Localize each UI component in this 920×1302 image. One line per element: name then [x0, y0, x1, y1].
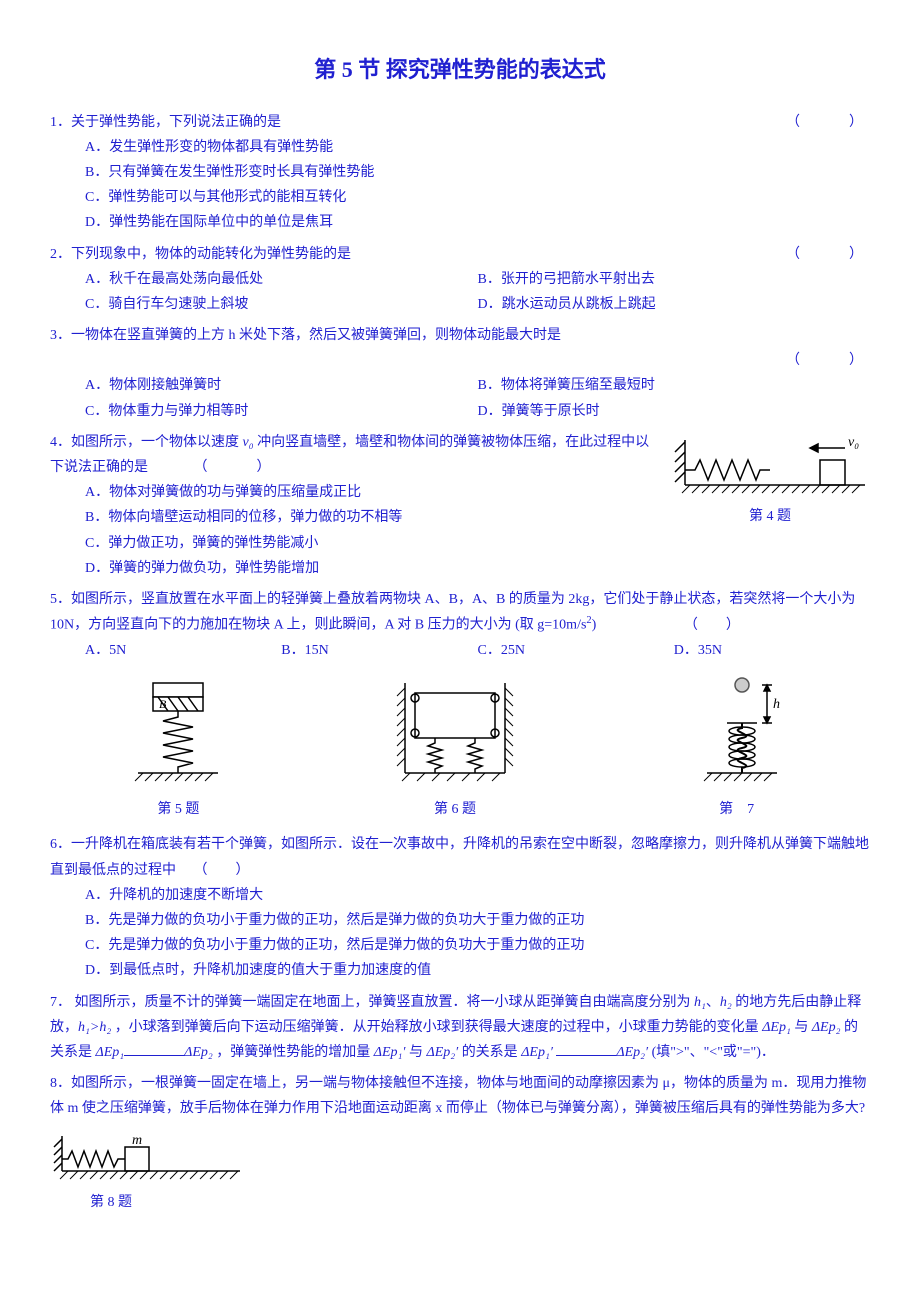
fig8-m-label: m — [132, 1133, 142, 1148]
q7-td: ，小球落到弹簧后向下运动压缩弹簧．从开始释放小球到获得最大速度的过程中，小球重力… — [111, 1020, 762, 1035]
q4-choice-d: D．弹簧的弹力做负功，弹性势能增加 — [85, 556, 870, 581]
q7-dep2p-r: ΔEp₂′ — [616, 1045, 648, 1060]
q7-dep1p: ΔEp₁′ — [374, 1045, 406, 1060]
q2-paren: （ ） — [786, 242, 870, 267]
q4-choice-c: C．弹力做正功，弹簧的弹性势能减小 — [85, 531, 870, 556]
q4-v0: v₀ — [243, 435, 254, 450]
q1-choice-d: D．弹性势能在国际单位中的单位是焦耳 — [85, 210, 870, 235]
q7-blank-1 — [124, 1041, 184, 1056]
q8-text: 8．如图所示，一根弹簧一固定在墙上，另一端与物体接触但不连接，物体与地面间的动摩… — [50, 1076, 866, 1116]
q5-choice-b: B．15N — [281, 638, 477, 663]
q7-tg: ，弹簧弹性势能的增加量 — [213, 1045, 374, 1060]
question-8: 8．如图所示，一根弹簧一固定在墙上，另一端与物体接触但不连接，物体与地面间的动摩… — [50, 1071, 870, 1121]
q6-stem: 6．一升降机在箱底装有若干个弹簧，如图所示．设在一次事故中，升降机的吊索在空中断… — [50, 837, 869, 877]
q6-paren: （ ） — [194, 863, 250, 878]
figure-8: m 第 8 题 — [50, 1131, 870, 1215]
q3-choice-c: C．物体重力与弹力相等时 — [85, 399, 478, 424]
figure-7: h 第 7 — [677, 673, 797, 822]
fig7-h-label: h — [773, 697, 780, 712]
q6-choice-a: A．升降机的加速度不断增大 — [85, 883, 870, 908]
q3-choice-d: D．弹簧等于原长时 — [478, 399, 871, 424]
q7-blank-2 — [556, 1041, 616, 1056]
q6-choice-c: C．先是弹力做的负功小于重力做的正功，然后是弹力做的负功大于重力做的正功 — [85, 933, 870, 958]
q7-h1: h₁ — [694, 995, 706, 1010]
q7-ti: 的关系是 — [458, 1045, 521, 1060]
q3-choice-a: A．物体刚接触弹簧时 — [85, 373, 478, 398]
figure-5: B 第 5 题 — [123, 673, 233, 822]
q7-ta: 7． 如图所示，质量不计的弹簧一端固定在地面上，弹簧竖直放置．将一小球从距弹簧自… — [50, 995, 694, 1010]
figure-8-svg: m — [50, 1131, 250, 1186]
q5-paren: （ ） — [684, 618, 740, 633]
q2-choice-d: D．跳水运动员从跳板上跳起 — [478, 292, 871, 317]
q7-cond: h₁>h₂ — [78, 1020, 111, 1035]
figure-4: v₀ 第 4 题 — [670, 430, 870, 529]
q5-choice-a: A．5N — [85, 638, 281, 663]
q7-h2: h₂ — [720, 995, 732, 1010]
page-title: 第 5 节 探究弹性势能的表达式 — [50, 50, 870, 90]
q7-dep2-r: ΔEp₂ — [184, 1045, 213, 1060]
figure-7-caption: 第 7 — [677, 797, 797, 822]
question-1: 1．关于弹性势能，下列说法正确的是 （ ） A．发生弹性形变的物体都具有弹性势能… — [50, 110, 870, 236]
figure-7-svg: h — [677, 673, 797, 793]
q5-choice-c: C．25N — [478, 638, 674, 663]
q7-dep2p: ΔEp₂′ — [426, 1045, 458, 1060]
question-5: 5．如图所示，竖直放置在水平面上的轻弹簧上叠放着两物块 A、B，A、B 的质量为… — [50, 587, 870, 663]
q2-stem: 2．下列现象中，物体的动能转化为弹性势能的是 — [50, 247, 351, 262]
figure-6: 第 6 题 — [380, 673, 530, 822]
q1-stem: 1．关于弹性势能，下列说法正确的是 — [50, 115, 281, 130]
q7-dep1p-r: ΔEp₁′ — [521, 1045, 553, 1060]
q2-choice-a: A．秋千在最高处荡向最低处 — [85, 267, 478, 292]
q6-choice-b: B．先是弹力做的负功小于重力做的正功，然后是弹力做的负功大于重力做的正功 — [85, 908, 870, 933]
q7-dep1-r: ΔEp₁ — [96, 1045, 125, 1060]
fig5-b-label: B — [159, 697, 167, 711]
figure-6-caption: 第 6 题 — [380, 797, 530, 822]
figure-4-caption: 第 4 题 — [670, 504, 870, 529]
q3-choice-b: B．物体将弹簧压缩至最短时 — [478, 373, 871, 398]
q2-choice-b: B．张开的弓把箭水平射出去 — [478, 267, 871, 292]
figure-5-caption: 第 5 题 — [123, 797, 233, 822]
q7-th: 与 — [405, 1045, 426, 1060]
figure-8-caption: 第 8 题 — [50, 1190, 870, 1215]
q4-paren: （ ） — [194, 460, 278, 475]
q5-stem-b: ) — [592, 618, 597, 633]
q1-choice-c: C．弹性势能可以与其他形式的能相互转化 — [85, 185, 870, 210]
q1-choice-b: B．只有弹簧在发生弹性形变时长具有弹性势能 — [85, 160, 870, 185]
q6-choice-d: D．到最低点时，升降机加速度的值大于重力加速度的值 — [85, 958, 870, 983]
question-6: 6．一升降机在箱底装有若干个弹簧，如图所示．设在一次事故中，升降机的吊索在空中断… — [50, 832, 870, 983]
q2-choice-c: C．骑自行车匀速驶上斜坡 — [85, 292, 478, 317]
figures-row-567: B 第 5 题 — [50, 673, 870, 822]
q1-choice-a: A．发生弹性形变的物体都具有弹性势能 — [85, 135, 870, 160]
question-4: v₀ 第 4 题 4．如图所示，一个物体以速度 v₀ 冲向竖直墙壁，墙壁和物体间… — [50, 430, 870, 581]
fig4-v0-label: v₀ — [848, 435, 859, 450]
q7-te: 与 — [791, 1020, 812, 1035]
question-3: 3．一物体在竖直弹簧的上方 h 米处下落，然后又被弹簧弹回，则物体动能最大时是 … — [50, 323, 870, 424]
q7-dep2: ΔEp₂ — [812, 1020, 841, 1035]
q7-tj: (填">"、"<"或"=")． — [648, 1045, 775, 1060]
q3-stem: 3．一物体在竖直弹簧的上方 h 米处下落，然后又被弹簧弹回，则物体动能最大时是 — [50, 328, 561, 343]
q4-stem-a: 4．如图所示，一个物体以速度 — [50, 435, 243, 450]
q5-choice-d: D．35N — [674, 638, 870, 663]
q7-tb: 、 — [706, 995, 720, 1010]
question-2: 2．下列现象中，物体的动能转化为弹性势能的是 （ ） A．秋千在最高处荡向最低处… — [50, 242, 870, 318]
q1-paren: （ ） — [786, 110, 870, 135]
figure-6-svg — [380, 673, 530, 793]
q3-paren: （ ） — [786, 348, 870, 373]
question-7: 7． 如图所示，质量不计的弹簧一端固定在地面上，弹簧竖直放置．将一小球从距弹簧自… — [50, 990, 870, 1066]
figure-5-svg: B — [123, 673, 233, 793]
figure-4-svg: v₀ — [670, 430, 870, 500]
q7-dep1: ΔEp₁ — [762, 1020, 791, 1035]
